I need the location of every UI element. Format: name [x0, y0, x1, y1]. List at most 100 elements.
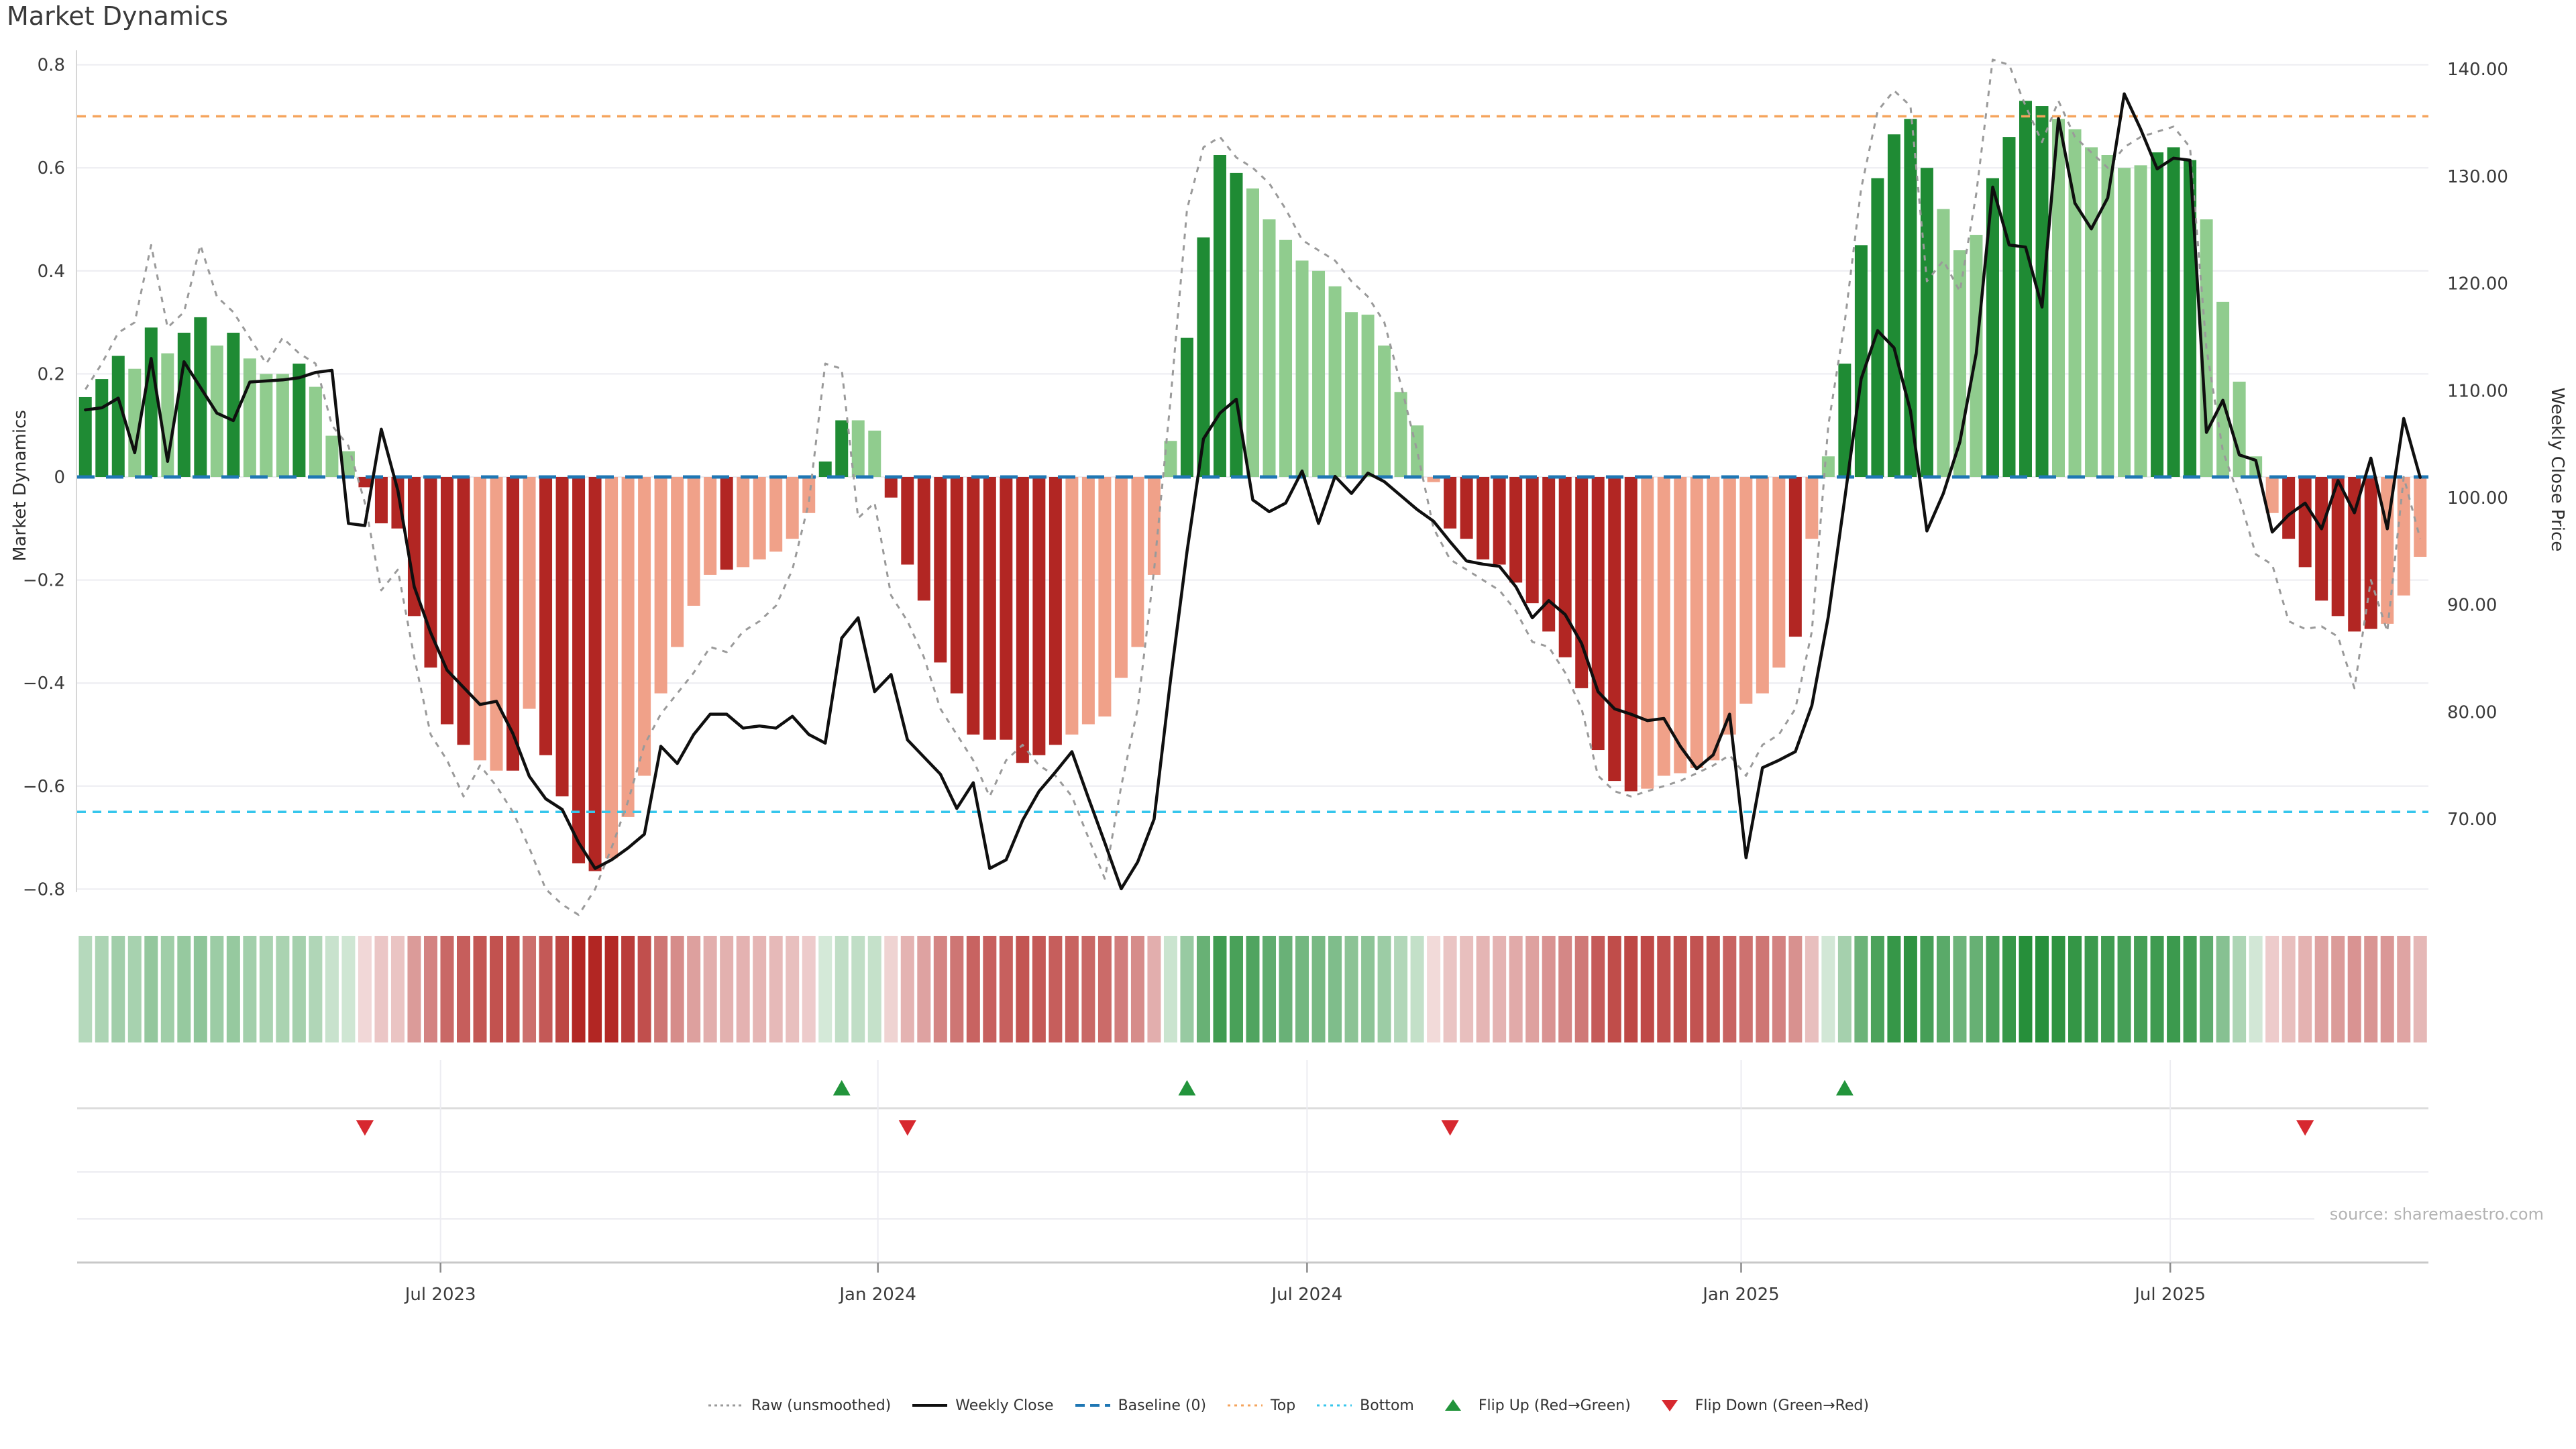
- oscillator-bar: [243, 358, 256, 477]
- oscillator-bar: [2414, 477, 2427, 557]
- heatmap-cell: [1213, 936, 1227, 1042]
- heatmap-cell: [2347, 936, 2361, 1042]
- heatmap-cell: [2051, 936, 2065, 1042]
- heatmap-cell: [440, 936, 454, 1042]
- oscillator-bar: [2331, 477, 2345, 616]
- oscillator-bar: [1591, 477, 1605, 751]
- oscillator-bar: [1739, 477, 1753, 704]
- heatmap-cell: [177, 936, 191, 1042]
- heatmap-cell: [2150, 936, 2164, 1042]
- heatmap-cell: [243, 936, 257, 1042]
- heatmap-cell: [654, 936, 668, 1042]
- heatmap-cell: [1542, 936, 1556, 1042]
- heatmap-cell: [1690, 936, 1704, 1042]
- page-title: Market Dynamics: [7, 1, 229, 31]
- oscillator-bar: [1213, 155, 1226, 477]
- heatmap-cell: [341, 936, 356, 1042]
- heatmap-cell: [1476, 936, 1490, 1042]
- oscillator-bar: [1411, 425, 1424, 477]
- oscillator-bar: [901, 477, 914, 565]
- oscillator-bar: [2184, 160, 2197, 477]
- heatmap-cell: [309, 936, 323, 1042]
- oscillator-bar: [786, 477, 799, 539]
- heatmap-cell: [1410, 936, 1424, 1042]
- heatmap-cell: [1180, 936, 1194, 1042]
- weekly-close-legend-swatch: [912, 1404, 948, 1407]
- heatmap-cell: [193, 936, 207, 1042]
- oscillator-bar: [1460, 477, 1473, 539]
- heatmap-cell: [1163, 936, 1177, 1042]
- oscillator-bar: [1937, 209, 1950, 477]
- oscillator-bar: [884, 477, 898, 498]
- heatmap-cell: [111, 936, 125, 1042]
- heatmap-cell: [851, 936, 865, 1042]
- oscillator-bar: [1444, 477, 1457, 529]
- legend-item-top: Top: [1226, 1397, 1295, 1414]
- oscillator-bar: [2397, 477, 2410, 596]
- oscillator-bar: [1838, 364, 1851, 477]
- oscillator-bar: [407, 477, 421, 616]
- raw-line: [85, 58, 2422, 916]
- heatmap-cell: [621, 936, 635, 1042]
- flip-up-legend-icon: [1444, 1399, 1461, 1411]
- x-tick-label: Jan 2024: [838, 1285, 916, 1305]
- heatmap-cell: [555, 936, 570, 1042]
- heatmap-cell: [1229, 936, 1243, 1042]
- legend-item-label: Baseline (0): [1118, 1397, 1207, 1414]
- y-right-tick-label: 80.00: [2447, 702, 2497, 722]
- oscillator-bar: [1378, 345, 1391, 477]
- oscillator-bar: [769, 477, 783, 552]
- heatmap-cell: [226, 936, 240, 1042]
- heatmap-cell: [292, 936, 306, 1042]
- oscillator-bar: [2085, 147, 2098, 478]
- heatmap-cell: [506, 936, 520, 1042]
- flip-up-marker-icon: [1178, 1080, 1196, 1095]
- heatmap-cell: [95, 936, 109, 1042]
- oscillator-bar: [2315, 477, 2328, 601]
- heatmap-cell: [2035, 936, 2049, 1042]
- oscillator-bar: [1690, 477, 1703, 768]
- heatmap-cell: [1920, 936, 1934, 1042]
- oscillator-bar: [967, 477, 980, 735]
- heatmap-cell: [1936, 936, 1950, 1042]
- oscillator-bar: [1542, 477, 1556, 632]
- y-right-tick-label: 130.00: [2447, 167, 2508, 187]
- heatmap-cell: [1525, 936, 1540, 1042]
- oscillator-bar: [95, 379, 109, 477]
- oscillator-bar: [1674, 477, 1687, 773]
- oscillator-bar: [835, 420, 849, 477]
- oscillator-bar: [1147, 477, 1161, 575]
- oscillator-bar: [474, 477, 487, 761]
- heatmap-cell: [358, 936, 372, 1042]
- heatmap-cell: [933, 936, 947, 1042]
- heatmap-cell: [1788, 936, 1803, 1042]
- oscillator-bar: [753, 477, 766, 559]
- heatmap-cell: [2233, 936, 2247, 1042]
- baseline-legend-swatch: [1075, 1404, 1110, 1407]
- heatmap-cell: [703, 936, 717, 1042]
- legend-item-label: Bottom: [1360, 1397, 1414, 1414]
- oscillator-bar: [950, 477, 963, 694]
- legend-item-label: Flip Up (Red→Green): [1478, 1397, 1631, 1414]
- source-text: source: sharemaestro.com: [2329, 1205, 2544, 1224]
- y-left-tick-label: 0.6: [38, 158, 65, 178]
- oscillator-bar: [1081, 477, 1095, 724]
- oscillator-bar: [1904, 119, 1917, 478]
- oscillator-bar: [1049, 477, 1062, 745]
- y-left-tick-label: −0.4: [23, 674, 65, 694]
- oscillator-bar: [276, 374, 289, 477]
- heatmap-cell: [1246, 936, 1260, 1042]
- oscillator-bar: [1986, 178, 1999, 477]
- heatmap-cell: [1509, 936, 1523, 1042]
- legend-item-close: Weekly Close: [911, 1397, 1054, 1414]
- heatmap-cell: [604, 936, 619, 1042]
- oscillator-bar: [2118, 168, 2131, 477]
- heatmap-cell: [1986, 936, 2000, 1042]
- oscillator-bar: [1707, 477, 1720, 761]
- y-left-tick-label: −0.8: [23, 879, 65, 900]
- oscillator-bar: [572, 477, 586, 863]
- oscillator-bar: [1723, 477, 1736, 735]
- oscillator-bar: [1525, 477, 1539, 604]
- y-left-tick-label: 0.2: [38, 364, 65, 384]
- oscillator-bar: [2233, 381, 2246, 477]
